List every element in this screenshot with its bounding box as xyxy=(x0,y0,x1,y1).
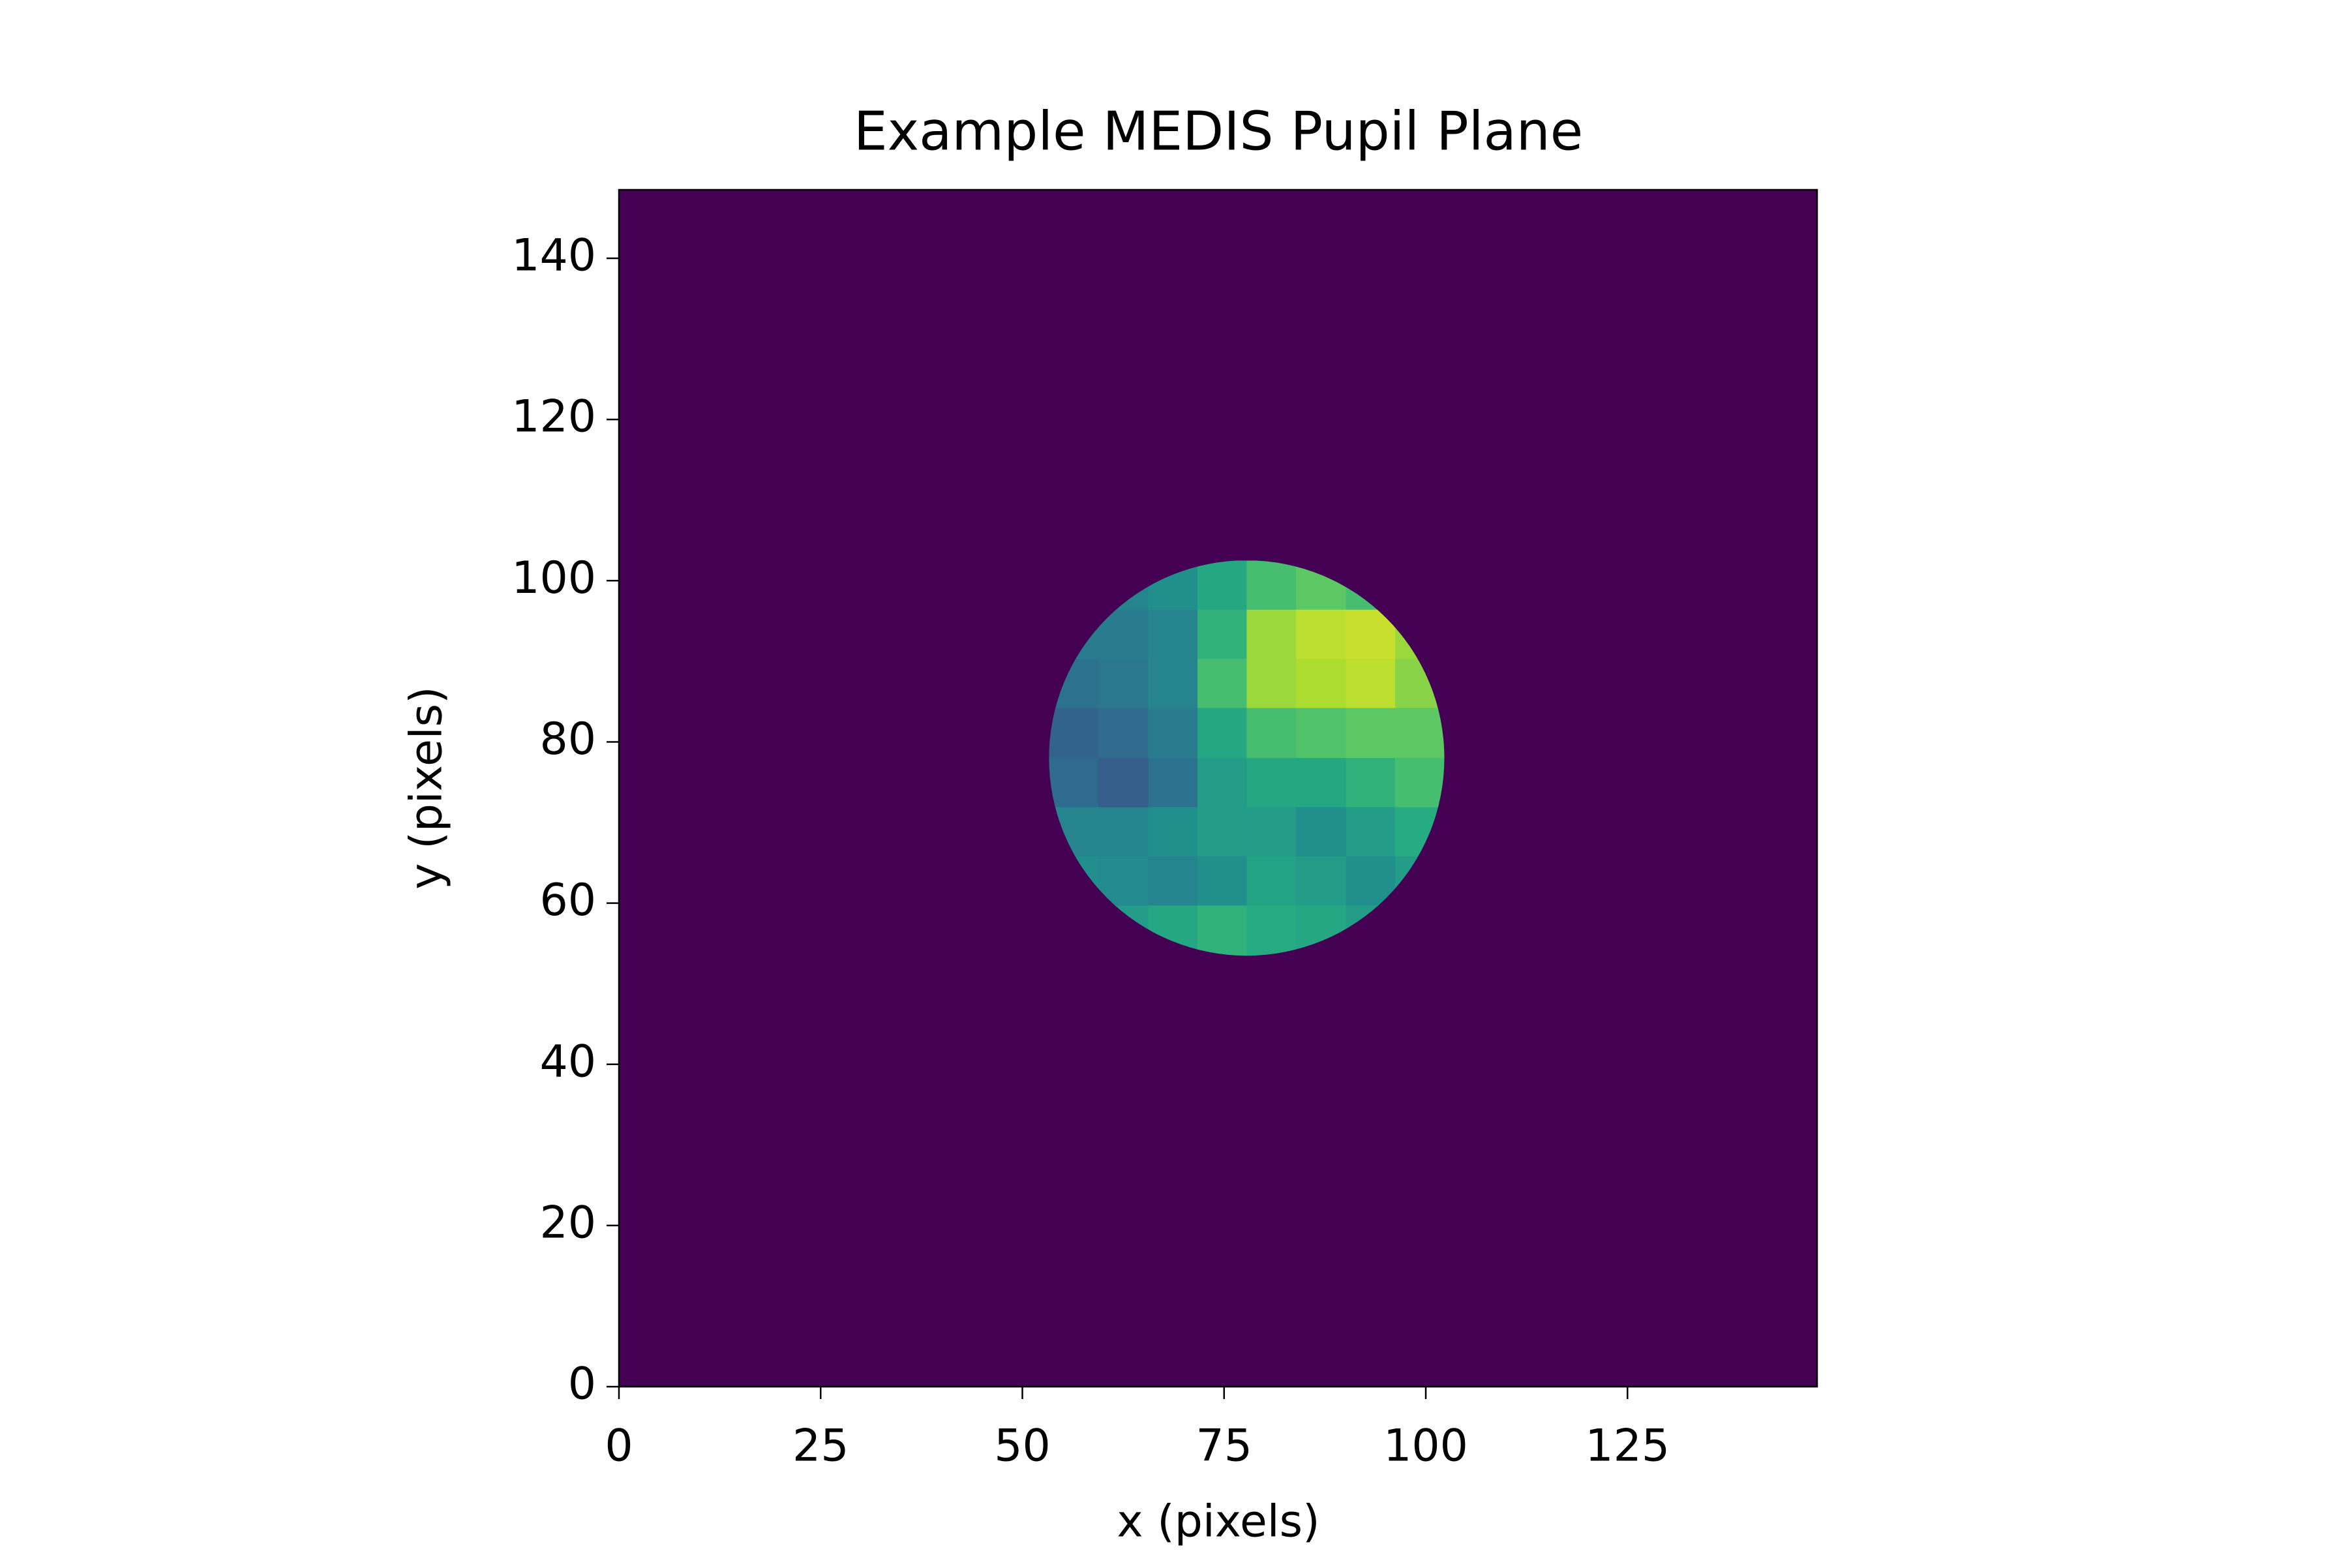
image-cell xyxy=(1098,807,1149,857)
y-tick-label: 40 xyxy=(539,1036,596,1087)
y-tick-label: 120 xyxy=(511,391,596,443)
image-cell xyxy=(1049,758,1099,808)
y-tick-label: 100 xyxy=(511,552,596,604)
image-cell xyxy=(1197,609,1248,659)
y-tick-label: 80 xyxy=(539,714,596,765)
image-cell xyxy=(1346,708,1396,759)
image-cell xyxy=(1295,659,1347,709)
axes-frame xyxy=(618,188,1818,1388)
x-tick-label: 0 xyxy=(605,1421,633,1472)
image-cell xyxy=(1346,659,1396,709)
y-tick-label: 140 xyxy=(511,230,596,282)
image-cell xyxy=(1148,708,1198,759)
x-axis-label: x (pixels) xyxy=(1117,1496,1319,1548)
image-cell xyxy=(1346,807,1396,857)
image-cell xyxy=(1197,708,1248,759)
x-tick-label: 50 xyxy=(994,1421,1051,1472)
y-tick-label: 0 xyxy=(568,1359,596,1410)
image-cell xyxy=(1197,905,1248,956)
chart-title: Example MEDIS Pupil Plane xyxy=(854,100,1583,162)
image-cell xyxy=(1295,708,1347,759)
image-cell xyxy=(1098,708,1149,759)
image-cell xyxy=(1197,659,1248,709)
y-tick-label: 60 xyxy=(539,875,596,926)
y-axis-label: y (pixels) xyxy=(401,686,453,889)
image-cell xyxy=(1295,758,1347,808)
image-cell xyxy=(1148,807,1198,857)
image-cell xyxy=(1395,708,1445,759)
image-cell xyxy=(1246,708,1297,759)
image-cell xyxy=(1197,560,1248,611)
image-cell xyxy=(1197,807,1248,857)
image-cell xyxy=(1246,609,1297,659)
image-cell xyxy=(1295,856,1347,907)
image-cell xyxy=(1395,758,1445,808)
image-cell xyxy=(1148,609,1198,659)
image-cell xyxy=(1246,856,1297,907)
image-cell xyxy=(1098,659,1149,709)
image-cell xyxy=(1246,807,1297,857)
x-tick-label: 75 xyxy=(1196,1421,1253,1472)
image-cell xyxy=(1295,609,1347,659)
image-cell xyxy=(1197,856,1248,907)
pupil xyxy=(1049,560,1445,956)
image-cell xyxy=(1295,807,1347,857)
x-tick-label: 100 xyxy=(1383,1421,1468,1472)
image-cell xyxy=(1148,758,1198,808)
image-cell xyxy=(1246,758,1297,808)
image-cell xyxy=(1346,758,1396,808)
image-cell xyxy=(1197,758,1248,808)
image-cell xyxy=(1098,758,1149,808)
x-tick-label: 125 xyxy=(1585,1421,1670,1472)
image-cell xyxy=(1049,708,1099,759)
image-cell xyxy=(1148,659,1198,709)
y-tick-label: 20 xyxy=(539,1197,596,1248)
image-cell xyxy=(1148,856,1198,907)
image-cell xyxy=(1246,560,1297,611)
image-cell xyxy=(1246,659,1297,709)
image-cell xyxy=(1246,905,1297,956)
x-tick-label: 25 xyxy=(792,1421,849,1472)
